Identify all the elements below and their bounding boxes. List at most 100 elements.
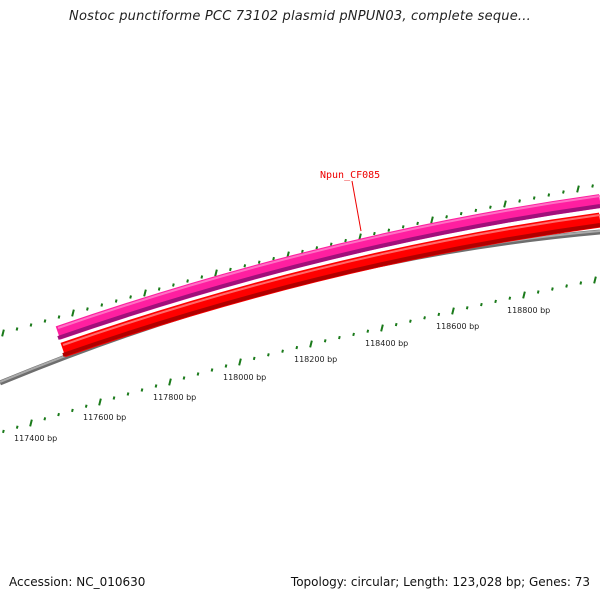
ruler-label: 118600 bp	[436, 322, 479, 331]
minor-tick	[186, 279, 189, 283]
minor-tick	[100, 303, 104, 307]
minor-tick	[562, 190, 565, 194]
ruler-label: 118400 bp	[365, 339, 408, 348]
minor-tick	[182, 376, 186, 380]
minor-tick	[140, 388, 144, 392]
major-tick	[593, 276, 597, 284]
minor-tick	[112, 396, 116, 400]
minor-tick	[579, 281, 583, 285]
minor-tick	[459, 211, 463, 216]
major-tick	[503, 200, 507, 208]
ruler-label: 117600 bp	[83, 413, 126, 422]
minor-tick	[387, 228, 391, 232]
ruler-label: 117800 bp	[153, 393, 196, 402]
minor-tick	[591, 184, 594, 188]
major-tick	[29, 419, 33, 427]
minor-tick	[551, 287, 554, 291]
major-tick	[71, 309, 75, 317]
minor-tick	[43, 319, 47, 323]
minor-tick	[323, 339, 327, 343]
minor-tick	[172, 283, 175, 287]
major-tick	[168, 378, 172, 386]
minor-tick	[2, 429, 5, 434]
gene-band-highlight	[57, 195, 600, 329]
minor-tick	[401, 225, 405, 229]
minor-tick	[43, 417, 47, 421]
ruler-label: 118200 bp	[294, 355, 337, 364]
minor-tick	[154, 384, 158, 388]
major-tick	[309, 340, 313, 348]
minor-tick	[114, 299, 118, 303]
minor-tick	[257, 260, 261, 264]
minor-tick	[366, 329, 370, 333]
minor-tick	[272, 256, 275, 261]
minor-tick	[532, 196, 536, 200]
minor-tick	[29, 323, 33, 327]
minor-tick	[301, 249, 304, 254]
gene-label-leader	[351, 180, 362, 232]
minor-tick	[252, 356, 256, 361]
minor-tick	[518, 199, 521, 203]
inner-tick-ring	[2, 276, 597, 434]
minor-tick	[86, 307, 89, 311]
major-tick	[451, 307, 455, 315]
gene-band-shadow	[57, 204, 600, 340]
minor-tick	[344, 238, 347, 243]
minor-tick	[243, 264, 247, 268]
minor-tick	[423, 316, 426, 320]
minor-tick	[157, 287, 161, 291]
major-tick	[522, 291, 526, 299]
major-tick	[238, 358, 242, 366]
minor-tick	[489, 205, 492, 209]
ruler-label: 118800 bp	[507, 306, 550, 315]
map-title: Nostoc punctiforme PCC 73102 plasmid pNP…	[69, 9, 531, 24]
minor-tick	[480, 302, 483, 307]
minor-tick	[508, 296, 512, 300]
minor-tick	[129, 295, 132, 299]
minor-tick	[281, 349, 284, 353]
major-tick	[98, 398, 102, 406]
cds-feature-band[interactable]	[60, 212, 600, 358]
minor-tick	[437, 312, 441, 317]
minor-tick	[126, 392, 130, 396]
major-tick	[380, 324, 384, 332]
cds-band-shadow	[62, 223, 600, 357]
minor-tick	[329, 242, 333, 246]
minor-tick	[315, 246, 319, 250]
gene-label-npun-cf085[interactable]: Npun_CF085	[320, 170, 380, 181]
major-tick	[214, 269, 218, 277]
minor-tick	[15, 327, 19, 331]
ruler-label: 118000 bp	[223, 373, 266, 382]
minor-tick	[71, 408, 74, 413]
gene-feature-band[interactable]	[55, 194, 600, 340]
cds-band-highlight	[62, 214, 600, 346]
topology-text: Topology: circular; Length: 123,028 bp; …	[290, 575, 590, 589]
minor-tick	[210, 368, 214, 372]
minor-tick	[15, 425, 19, 429]
major-tick	[1, 329, 5, 337]
minor-tick	[84, 404, 88, 408]
minor-tick	[196, 372, 200, 376]
outer-tick-ring	[1, 184, 594, 337]
major-tick	[576, 185, 580, 193]
minor-tick	[547, 193, 551, 197]
minor-tick	[494, 299, 497, 304]
minor-tick	[416, 221, 419, 226]
minor-tick	[565, 284, 568, 288]
minor-tick	[394, 322, 398, 327]
accession-text: Accession: NC_010630	[9, 575, 146, 589]
major-tick	[143, 289, 147, 297]
minor-tick	[295, 345, 299, 350]
minor-tick	[536, 290, 540, 294]
minor-tick	[474, 208, 478, 213]
major-tick	[430, 216, 434, 224]
minor-tick	[200, 275, 204, 279]
minor-tick	[229, 267, 232, 272]
minor-tick	[352, 332, 355, 337]
minor-tick	[57, 315, 61, 319]
ruler-label: 117400 bp	[14, 434, 57, 443]
minor-tick	[57, 412, 60, 417]
minor-tick	[338, 335, 341, 340]
minor-tick	[267, 353, 270, 357]
